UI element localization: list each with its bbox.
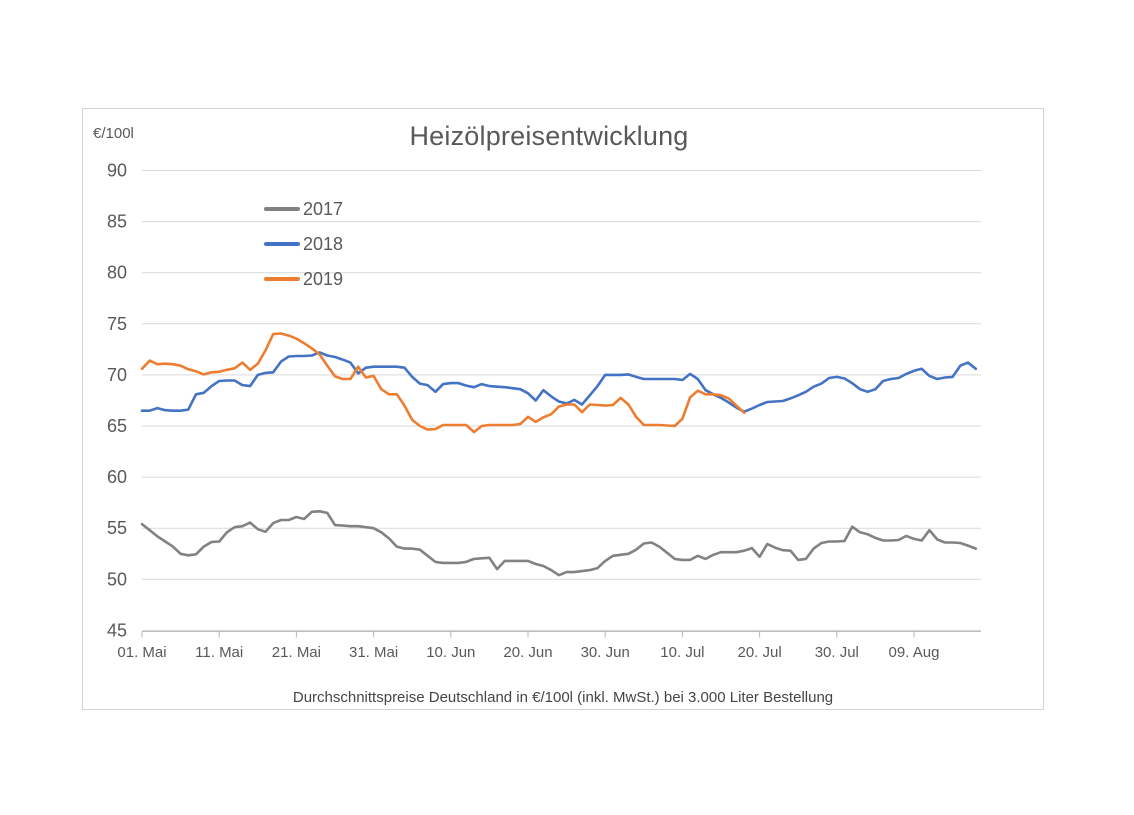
- y-axis-tick-label: 75: [107, 314, 127, 334]
- y-axis-tick-label: 80: [107, 263, 127, 283]
- legend-item: 2017: [264, 197, 343, 221]
- y-axis-tick-label: 60: [107, 467, 127, 487]
- y-axis-tick-label: 45: [107, 620, 127, 640]
- y-axis-tick-label: 85: [107, 212, 127, 232]
- y-axis-tick-label: 70: [107, 365, 127, 385]
- x-axis-tick-label: 30. Jul: [815, 644, 859, 661]
- legend: 2017 2018 2019: [264, 197, 343, 302]
- legend-swatch-2019: [264, 277, 300, 281]
- legend-item: 2018: [264, 232, 343, 256]
- legend-item-label: 2017: [303, 199, 344, 219]
- y-axis-tick-label: 55: [107, 518, 127, 538]
- legend-item-label: 2018: [303, 234, 344, 254]
- y-axis-tick-label: 90: [107, 161, 127, 181]
- line-chart: 90 85 80 75 70 65 60 55 50 45 01. Mai 11. Mai 21. Ma…: [107, 161, 981, 661]
- chart-caption: Durchschnittspreise Deutschland in €/100…: [292, 689, 834, 706]
- legend-swatch-2017: [264, 207, 300, 211]
- x-axis-tick-label: 21. Mai: [272, 644, 321, 661]
- x-axis-tick-label: 20. Jul: [737, 644, 781, 661]
- x-axis-tick-label: 11. Mai: [195, 644, 243, 661]
- y-axis-tick-label: 50: [107, 569, 127, 589]
- x-axis-tick-label: 01. Mai: [117, 644, 166, 661]
- y-axis-unit-label: €/100l: [93, 125, 134, 142]
- y-axis-tick-label: 65: [107, 416, 127, 436]
- legend-swatch-2018: [264, 242, 300, 246]
- chart-title: Heizölpreisentwicklung: [409, 121, 689, 151]
- legend-item-label: 2019: [303, 269, 344, 289]
- x-axis-tick-label: 30. Jun: [581, 644, 630, 661]
- series-line-2019: [140, 332, 746, 434]
- series-line-2018: [140, 351, 978, 414]
- chart-panel: €/100l Heizölpreisentwicklung 90 85 80 75 70…: [82, 108, 1044, 710]
- x-axis-tick-label: 20. Jun: [503, 644, 552, 661]
- series-line-2017: [140, 509, 978, 577]
- legend-item: 2019: [264, 267, 343, 291]
- x-axis-tick-label: 10. Jul: [660, 644, 704, 661]
- x-axis-tick-label: 10. Jun: [426, 644, 475, 661]
- x-axis-tick-label: 31. Mai: [349, 644, 398, 661]
- x-axis-tick-label: 09. Aug: [889, 644, 940, 661]
